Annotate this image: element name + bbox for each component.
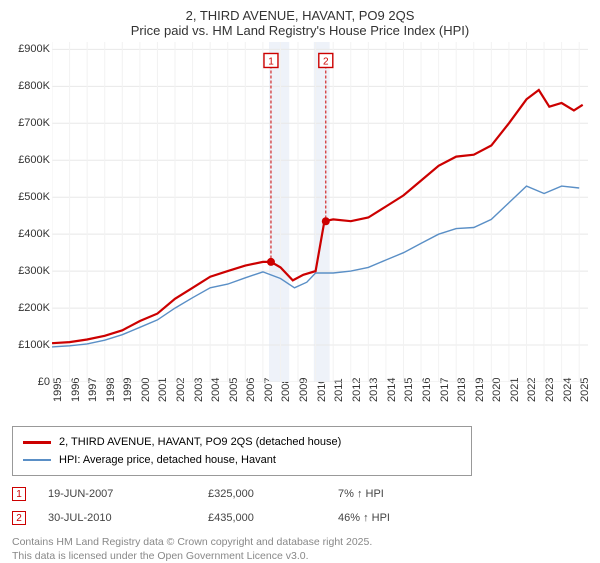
event-marker: 1 <box>12 487 26 501</box>
chart-svg: 12 <box>52 42 588 382</box>
event-row: 2 30-JUL-2010 £435,000 46% ↑ HPI <box>12 506 552 530</box>
attribution-line2: This data is licensed under the Open Gov… <box>12 550 588 563</box>
event-delta: 7% ↑ HPI <box>338 488 384 500</box>
y-axis-label: £600K <box>12 154 50 166</box>
legend: 2, THIRD AVENUE, HAVANT, PO9 2QS (detach… <box>12 426 472 476</box>
event-delta: 46% ↑ HPI <box>338 512 390 524</box>
event-table: 1 19-JUN-2007 £325,000 7% ↑ HPI 2 30-JUL… <box>12 482 552 530</box>
legend-swatch-blue <box>23 459 51 461</box>
event-row: 1 19-JUN-2007 £325,000 7% ↑ HPI <box>12 482 552 506</box>
y-axis-label: £900K <box>12 43 50 55</box>
y-axis-label: £800K <box>12 80 50 92</box>
price-marker <box>322 217 330 225</box>
price-marker <box>267 258 275 266</box>
date-band <box>314 42 330 382</box>
attribution-line1: Contains HM Land Registry data © Crown c… <box>12 536 588 550</box>
legend-swatch-red <box>23 441 51 444</box>
y-axis-label: £200K <box>12 302 50 314</box>
legend-row-blue: HPI: Average price, detached house, Hava… <box>23 451 461 469</box>
y-axis-label: £500K <box>12 191 50 203</box>
chart-plot: £0 £100K £200K £300K £400K £500K £600K £700K £80… <box>12 42 588 422</box>
callout-num: 1 <box>268 56 274 67</box>
event-date: 19-JUN-2007 <box>48 488 208 500</box>
attribution: Contains HM Land Registry data © Crown c… <box>12 536 588 563</box>
y-axis-label: £700K <box>12 117 50 129</box>
legend-label-blue: HPI: Average price, detached house, Hava… <box>59 454 276 466</box>
event-price: £435,000 <box>208 512 338 524</box>
y-axis-label: £400K <box>12 228 50 240</box>
legend-label-red: 2, THIRD AVENUE, HAVANT, PO9 2QS (detach… <box>59 436 341 448</box>
chart-title: 2, THIRD AVENUE, HAVANT, PO9 2QS Price p… <box>12 8 588 38</box>
event-price: £325,000 <box>208 488 338 500</box>
event-date: 30-JUL-2010 <box>48 512 208 524</box>
y-axis-label: £0 <box>12 376 50 388</box>
title-line2: Price paid vs. HM Land Registry's House … <box>12 23 588 38</box>
title-line1: 2, THIRD AVENUE, HAVANT, PO9 2QS <box>12 8 588 23</box>
date-band <box>269 42 289 382</box>
callout-num: 2 <box>323 56 329 67</box>
y-axis-label: £300K <box>12 265 50 277</box>
event-marker: 2 <box>12 511 26 525</box>
y-axis-label: £100K <box>12 339 50 351</box>
legend-row-red: 2, THIRD AVENUE, HAVANT, PO9 2QS (detach… <box>23 433 461 451</box>
